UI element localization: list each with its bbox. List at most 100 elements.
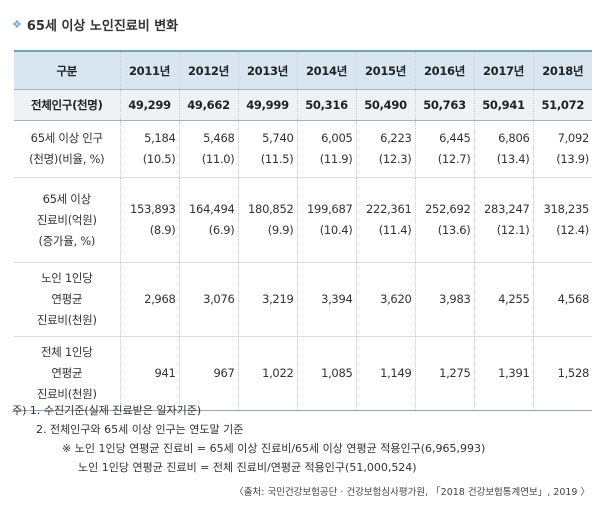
header-cell: 2014년 [296,50,356,90]
cell-value: 6,445 [439,131,471,145]
table-cell: 164,494 (6.9) [178,177,238,263]
table-cell: 6,005 (11.9) [296,120,356,178]
cell-rate: (9.9) [267,223,294,237]
cell-ratio: (11.9) [319,152,353,166]
table-cell: 49,662 [178,89,238,121]
table-cell: 1,391 [473,336,533,411]
cell-value: 164,494 [189,202,235,216]
table-row-elderly-per-capita-cost: 노인 1인당 연평균 진료비(천원) 2,968 3,076 3,219 3,3… [14,262,592,337]
row-label-line: 연평균 [51,366,83,380]
table-cell: 6,445 (12.7) [414,120,474,178]
table-row-elderly-population: 65세 이상 인구 (천명)(비율, %) 5,184 (10.5) 5,468 (… [14,120,592,178]
table-cell: 7,092 (13.9) [532,120,592,178]
cell-rate: (8.9) [149,223,176,237]
row-label-line: 진료비(천원) [36,387,97,401]
row-label-line: (천명)(비율, %) [29,152,105,166]
cell-value: 180,852 [248,202,294,216]
cell-rate: (6.9) [208,223,235,237]
page-title: ❖ 65세 이상 노인진료비 변화 [12,15,178,34]
header-cell: 2013년 [237,50,297,90]
cell-ratio: (10.5) [142,152,176,166]
cell-value: 6,223 [380,131,412,145]
table-cell: 3,983 [414,262,474,337]
source-citation: 〈출처: 국민건강보험공단 · 건강보험심사평가원, 「2018 건강보험통계연… [234,487,590,498]
table-cell: 283,247 (12.1) [473,177,533,263]
table-cell: 199,687 (10.4) [296,177,356,263]
table-cell: 153,893 (8.9) [119,177,179,263]
table-cell: 222,361 (11.4) [355,177,415,263]
row-label-line: 진료비(천원) [36,313,97,327]
table-cell: 5,740 (11.5) [237,120,297,178]
row-label-line: 진료비(억원) [36,212,97,227]
table-cell: 5,468 (11.0) [178,120,238,178]
table-cell: 4,568 [532,262,592,337]
table-cell: 3,620 [355,262,415,337]
row-label: 전체 1인당 연평균 진료비(천원) [14,336,120,411]
row-label: 65세 이상 진료비(억원) (증가율, %) [14,177,120,263]
table-cell: 3,219 [237,262,297,337]
diamond-bullet-icon: ❖ [12,18,22,31]
cell-value: 153,893 [130,202,176,216]
table-cell: 5,184 (10.5) [119,120,179,178]
cell-ratio: (13.4) [496,152,530,166]
cell-rate: (10.4) [319,223,353,237]
header-cell: 2018년 [532,50,592,90]
table-cell: 1,275 [414,336,474,411]
table-cell: 1,149 [355,336,415,411]
cell-value: 283,247 [484,202,530,216]
table-cell: 3,076 [178,262,238,337]
row-label: 전체인구(천명) [14,89,120,121]
cell-value: 6,005 [321,131,353,145]
cell-value: 6,806 [498,131,530,145]
header-cell: 2012년 [178,50,238,90]
footnotes: 주) 1. 수진기준(실제 진료받은 일자기준) 2. 전체인구와 65세 이상… [12,401,485,477]
row-label-line: 65세 이상 인구 [30,131,103,145]
table-cell: 49,299 [119,89,179,121]
table-cell: 967 [178,336,238,411]
cell-ratio: (12.7) [437,152,471,166]
cell-ratio: (12.3) [378,152,412,166]
cell-value: 252,692 [425,202,471,216]
cell-rate: (12.1) [496,223,530,237]
row-label-line: (증가율, %) [38,233,96,248]
table-cell: 252,692 (13.6) [414,177,474,263]
page-title-text: 65세 이상 노인진료비 변화 [26,19,179,34]
header-cell: 2017년 [473,50,533,90]
cell-rate: (13.6) [437,223,471,237]
cell-rate: (11.4) [378,223,412,237]
table-cell: 6,806 (13.4) [473,120,533,178]
row-label: 65세 이상 인구 (천명)(비율, %) [14,120,120,178]
statistics-table: 구분 2011년 2012년 2013년 2014년 2015년 2016년 2… [14,50,592,411]
table-cell: 51,072 [532,89,592,121]
table-cell: 6,223 (12.3) [355,120,415,178]
footnote-line: 주) 1. 수진기준(실제 진료받은 일자기준) [12,404,202,417]
cell-value: 7,092 [557,131,590,145]
cell-ratio: (11.5) [260,152,294,166]
row-label: 노인 1인당 연평균 진료비(천원) [14,262,120,337]
table-cell: 941 [119,336,179,411]
row-label-line: 전체 1인당 [41,345,93,359]
table-cell: 1,022 [237,336,297,411]
cell-value: 318,235 [543,202,590,216]
cell-ratio: (11.0) [201,152,235,166]
table-row-total-population: 전체인구(천명) 49,299 49,662 49,999 50,316 50,… [14,89,592,121]
table-cell: 49,999 [237,89,297,121]
footnote-line: 2. 전체인구와 65세 이상 인구는 연도말 기준 [36,423,244,436]
cell-rate: (12.4) [556,223,589,237]
table-cell: 1,085 [296,336,356,411]
table-cell: 180,852 (9.9) [237,177,297,263]
cell-value: 222,361 [366,202,412,216]
table-cell: 50,941 [473,89,533,121]
cell-value: 5,740 [262,131,294,145]
table-cell: 50,490 [355,89,415,121]
header-cell: 2015년 [355,50,415,90]
footnote-line: 노인 1인당 연평균 진료비 = 전체 진료비/연평균 적용인구(51,000,… [78,461,417,474]
table-cell: 4,255 [473,262,533,337]
footnote-line: ※ 노인 1인당 연평균 진료비 = 65세 이상 진료비/65세 이상 연평균… [62,442,486,455]
table-cell: 50,763 [414,89,474,121]
table-cell: 50,316 [296,89,356,121]
cell-value: 199,687 [307,202,353,216]
table-header-row: 구분 2011년 2012년 2013년 2014년 2015년 2016년 2… [14,50,592,90]
cell-value: 5,468 [203,131,235,145]
table-cell: 318,235 (12.4) [532,177,592,263]
